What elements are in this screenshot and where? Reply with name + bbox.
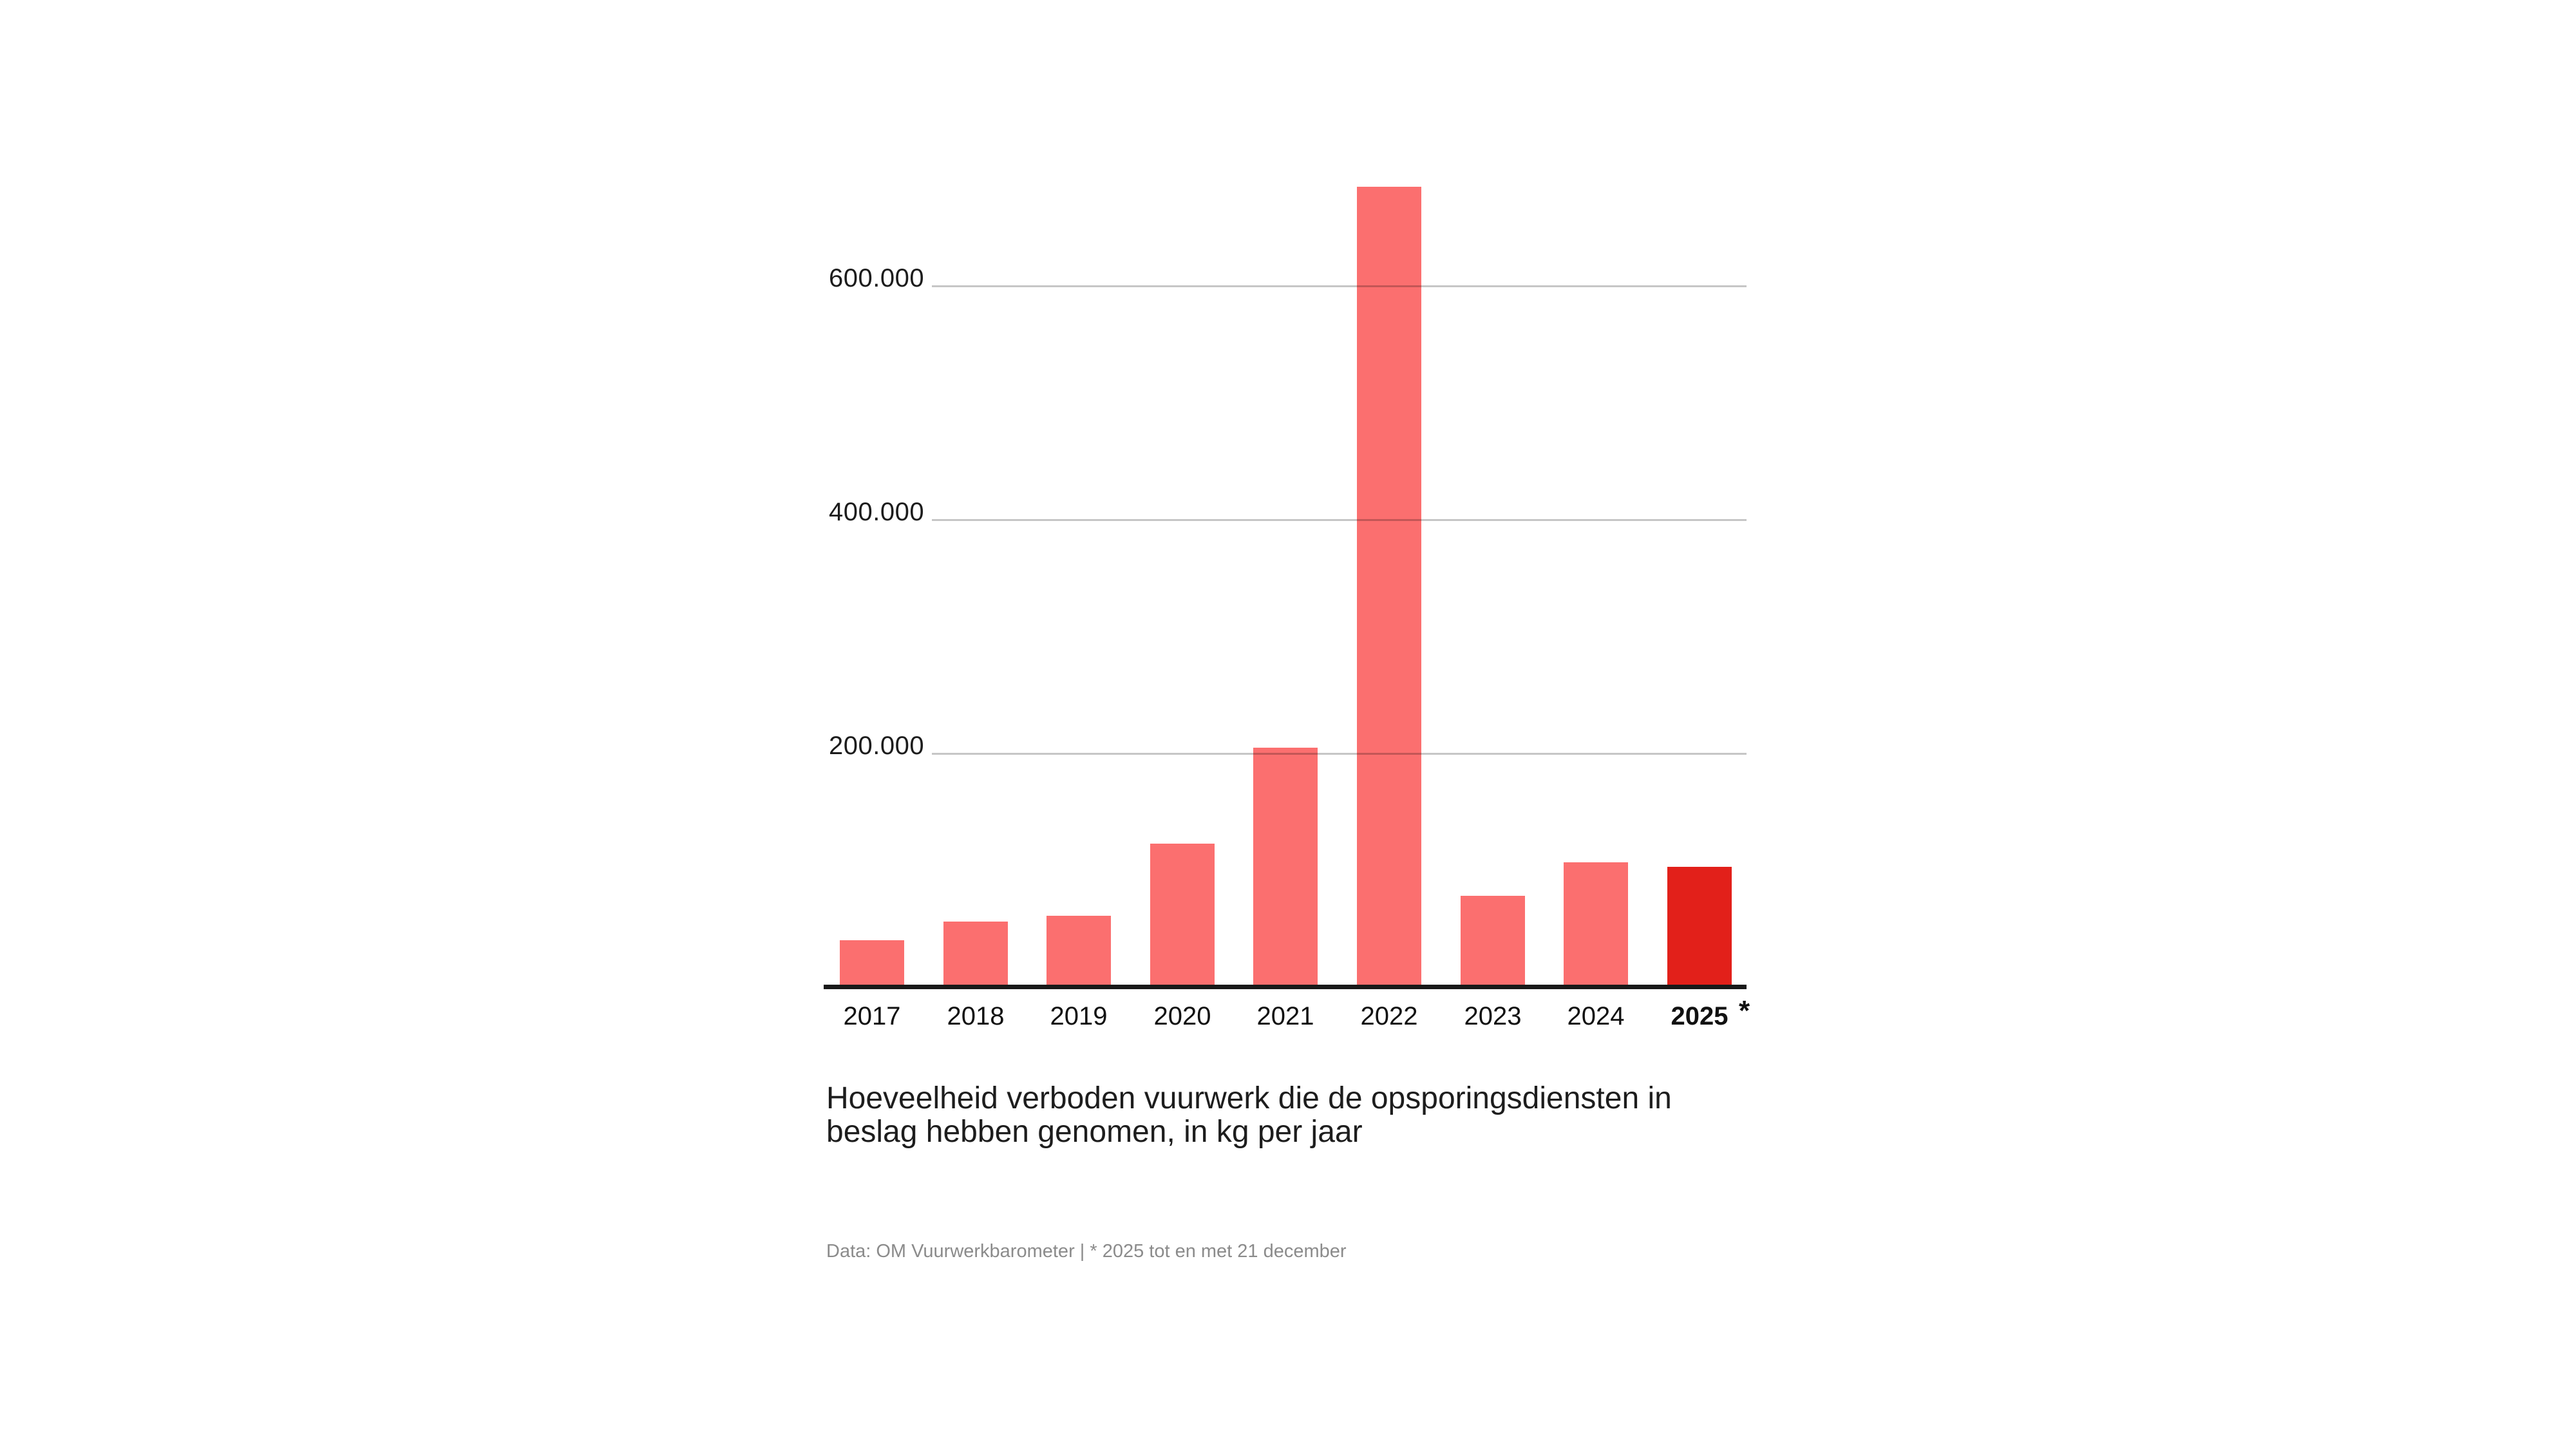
y-tick-label-200.000: 200.000 <box>829 732 925 760</box>
x-tick-label-2023: 2023 <box>1464 1002 1522 1030</box>
x-tick-label-2022: 2022 <box>1360 1002 1418 1030</box>
bar-2025 <box>1667 867 1732 989</box>
bar-2023 <box>1461 896 1525 989</box>
bar-2017 <box>840 940 904 989</box>
x-tick-label-2018: 2018 <box>947 1002 1005 1030</box>
bar-2018 <box>943 922 1008 989</box>
y-tick-label-600.000: 600.000 <box>829 264 925 292</box>
bar-2021 <box>1253 748 1318 989</box>
x-tick-label-2019: 2019 <box>1050 1002 1108 1030</box>
gridline-200.000 <box>932 753 1747 755</box>
gridline-400.000 <box>932 519 1747 521</box>
bar-2020 <box>1150 844 1215 989</box>
x-tick-label-2024: 2024 <box>1567 1002 1625 1030</box>
source-note: Data: OM Vuurwerkbarometer | * 2025 tot … <box>826 1241 1347 1262</box>
x-tick-label-2017: 2017 <box>843 1002 901 1030</box>
x-tick-label-2020: 2020 <box>1153 1002 1211 1030</box>
y-tick-label-400.000: 400.000 <box>829 498 925 526</box>
x-tick-label-2025: 2025 <box>1671 1002 1728 1030</box>
footnote-asterisk: * <box>1739 995 1750 1027</box>
x-tick-label-2021: 2021 <box>1256 1002 1314 1030</box>
bar-2019 <box>1046 916 1111 989</box>
x-axis-line <box>824 985 1747 989</box>
gridline-600.000 <box>932 285 1747 287</box>
bar-2022 <box>1357 187 1421 989</box>
bar-2024 <box>1564 862 1628 989</box>
chart-title: Hoeveelheid verboden vuurwerk die de ops… <box>826 1081 1672 1149</box>
